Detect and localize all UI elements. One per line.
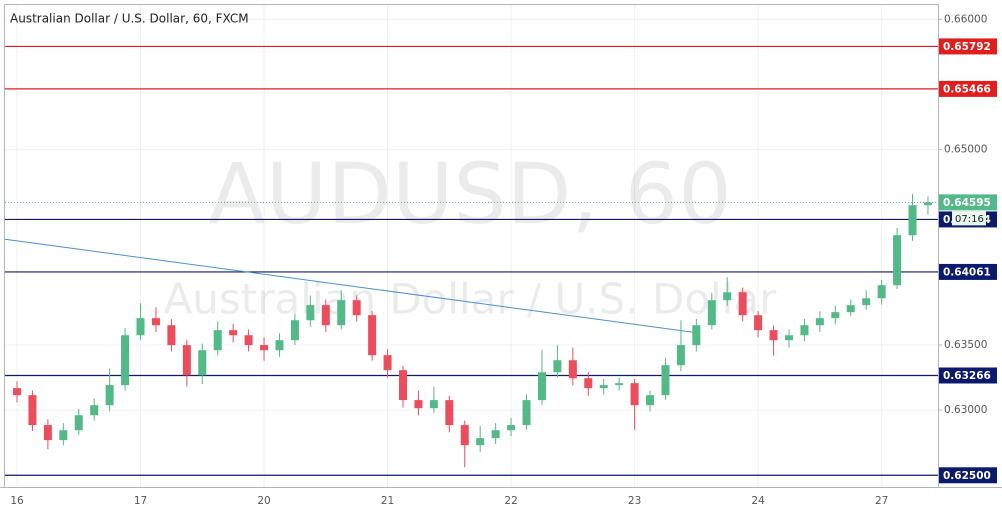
candle-body <box>584 378 593 389</box>
candle-body <box>476 438 485 446</box>
candle-body <box>306 305 315 321</box>
candle-body <box>337 300 346 326</box>
candle-body <box>738 292 747 316</box>
candle-body <box>321 305 330 326</box>
candle-body <box>723 292 732 301</box>
candle-body <box>13 388 21 396</box>
last-price-label: 0.64595 <box>943 197 991 209</box>
candle-body <box>862 298 871 306</box>
watermark: AUDUSD, 60 <box>208 145 731 243</box>
candle-body <box>599 385 608 389</box>
level-tag <box>939 467 997 484</box>
level-tag <box>939 367 997 384</box>
candle-body <box>244 335 253 346</box>
candle-body <box>815 318 824 326</box>
candle-body <box>537 372 546 401</box>
candle-body <box>692 325 701 346</box>
candle-body <box>908 205 917 236</box>
candle-body <box>769 330 778 341</box>
candle-body <box>754 315 763 331</box>
candle-body <box>90 405 99 416</box>
candle-body <box>28 395 37 426</box>
candle-body <box>491 430 500 439</box>
level-label: 0.65792 <box>943 41 991 53</box>
candle-body <box>707 300 716 326</box>
x-tick-label: 21 <box>381 495 394 507</box>
last-price-tag <box>939 194 997 211</box>
candle-body <box>182 345 191 376</box>
candle-body <box>275 340 284 351</box>
candle-body <box>522 400 531 426</box>
countdown-label: 07:16 <box>955 214 984 225</box>
candle-body <box>368 315 377 356</box>
candle-body <box>445 400 454 426</box>
candle-body <box>923 202 932 206</box>
candle-body <box>553 360 562 373</box>
candle-body <box>429 400 438 409</box>
candle-body <box>831 312 840 319</box>
y-tick-label: 0.66000 <box>944 13 987 25</box>
candle-body <box>414 400 423 409</box>
candle-body <box>151 318 160 326</box>
x-tick-label: 17 <box>134 495 147 507</box>
trendline <box>4 238 694 333</box>
x-tick-label: 22 <box>504 495 517 507</box>
candle-body <box>383 355 392 371</box>
candle-body <box>229 330 238 336</box>
level-tag <box>939 38 997 55</box>
y-tick-label: 0.65000 <box>944 144 987 156</box>
candle-body <box>630 383 639 406</box>
candle-body <box>877 285 886 299</box>
level-label: 0.65466 <box>943 83 991 95</box>
candle-body <box>290 320 299 341</box>
chart-title: Australian Dollar / U.S. Dollar, 60, FXC… <box>10 12 249 26</box>
candle-body <box>43 425 52 441</box>
candle-body <box>213 330 222 351</box>
level-label: 0.63266 <box>943 370 991 382</box>
countdown-tag <box>952 211 986 226</box>
candle-body <box>893 235 902 286</box>
watermark-subtitle: Australian Dollar / U.S. Dollar <box>164 275 778 324</box>
candle-body <box>785 335 793 341</box>
x-tick-label: 16 <box>10 495 24 507</box>
level-tag <box>939 263 997 280</box>
y-tick-label: 0.63000 <box>944 404 987 416</box>
candle-body <box>167 325 176 346</box>
candle-body <box>460 425 469 446</box>
y-tick-label: 0.63500 <box>944 339 987 351</box>
candle-body <box>676 345 685 366</box>
x-tick-label: 24 <box>751 495 765 507</box>
candle-body <box>260 345 269 351</box>
level-label: 0.64061 <box>943 266 991 278</box>
candle-body <box>661 365 670 396</box>
x-tick-label: 23 <box>628 495 641 507</box>
candle-body <box>198 350 207 376</box>
level-tag <box>939 80 997 97</box>
candle-body <box>399 370 407 401</box>
candle-body <box>568 360 577 379</box>
x-tick-label: 20 <box>257 495 270 507</box>
candle-body <box>59 430 68 441</box>
candle-body <box>74 415 83 431</box>
candle-body <box>800 325 809 336</box>
candle-body <box>846 305 855 313</box>
candle-body <box>615 383 624 386</box>
candle-body <box>507 425 516 431</box>
candle-body <box>105 385 114 406</box>
candle-body <box>136 318 145 336</box>
candle-body <box>646 395 655 406</box>
x-tick-label: 27 <box>875 495 888 507</box>
candle-body <box>352 300 361 316</box>
candle-body <box>121 335 130 386</box>
level-label: 0.62500 <box>943 470 991 482</box>
